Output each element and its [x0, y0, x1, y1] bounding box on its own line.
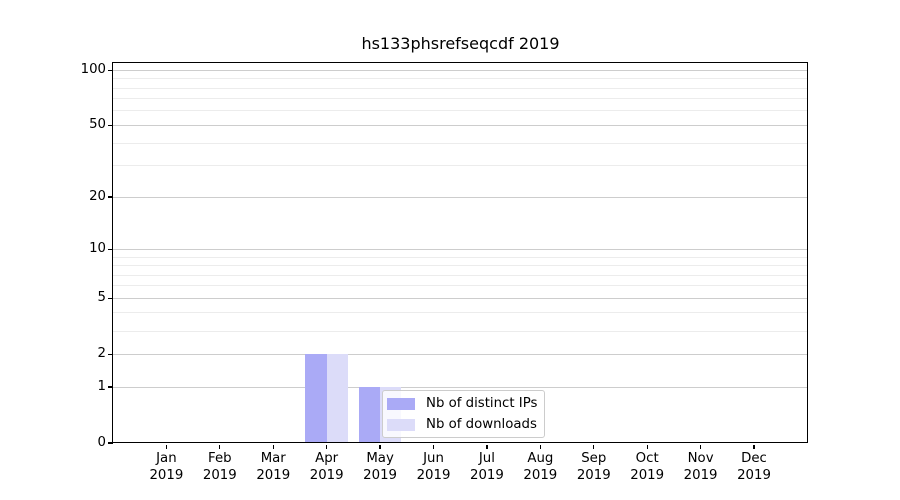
x-tick-mark	[753, 444, 755, 449]
x-tick-mark	[432, 444, 435, 449]
chart-title: hs133phsrefseqcdf 2019	[361, 34, 560, 53]
x-tick-label: Jul 2019	[447, 450, 527, 484]
x-tick-label: Apr 2019	[287, 450, 367, 484]
gridline-major	[113, 69, 808, 71]
gridline-minor	[113, 142, 808, 144]
x-tick-month: Mar	[260, 451, 286, 466]
y-tick-mark	[108, 248, 113, 250]
x-tick-year: 2019	[416, 468, 451, 483]
gridline-major	[113, 124, 808, 126]
x-tick-month: Oct	[635, 451, 659, 466]
gridline-minor	[113, 98, 808, 100]
x-tick-label: Oct 2019	[607, 450, 687, 484]
gridline-minor	[113, 285, 808, 287]
gridline-minor	[113, 312, 808, 314]
bar-downloads-apr	[326, 354, 349, 443]
y-tick-label: 5	[97, 290, 106, 306]
legend-item-downloads: Nb of downloads	[387, 416, 544, 432]
x-tick-month: Jun	[423, 451, 444, 466]
x-tick-year: 2019	[630, 468, 665, 483]
gridline-minor	[113, 87, 808, 89]
x-tick-year: 2019	[202, 468, 237, 483]
y-tick-label: 100	[80, 62, 106, 78]
x-tick-label: Nov 2019	[661, 450, 741, 484]
y-tick-mark	[108, 386, 113, 388]
y-tick-label: 10	[89, 241, 106, 257]
x-tick-year: 2019	[363, 468, 397, 483]
gridline-minor	[113, 78, 808, 80]
gridline-major	[113, 196, 808, 198]
bar-distinct-ips-apr	[305, 354, 327, 443]
x-tick-month: May	[366, 451, 394, 466]
x-tick-mark	[379, 444, 381, 449]
gridline-major	[113, 353, 808, 355]
legend: Nb of distinct IPs Nb of downloads	[382, 390, 545, 438]
bar-distinct-ips-may	[358, 387, 381, 443]
x-tick-month: Jul	[478, 451, 495, 466]
y-tick-label: 20	[89, 189, 106, 205]
x-tick-mark	[593, 444, 595, 449]
y-tick-mark	[108, 124, 113, 127]
x-tick-year: 2019	[256, 468, 291, 483]
x-tick-label: Sep 2019	[554, 450, 634, 484]
x-tick-mark	[486, 444, 488, 449]
x-tick-mark	[326, 444, 328, 449]
y-tick-mark	[108, 69, 113, 71]
x-tick-label: Feb 2019	[180, 450, 260, 484]
x-tick-month: Sep	[581, 451, 607, 466]
x-tick-year: 2019	[683, 468, 718, 483]
y-tick-label: 2	[97, 346, 106, 362]
legend-item-distinct-ips: Nb of distinct IPs	[387, 395, 544, 411]
x-tick-year: 2019	[576, 468, 611, 483]
x-tick-year: 2019	[737, 468, 771, 483]
x-tick-mark	[539, 444, 541, 449]
gridline-minor	[113, 330, 808, 332]
x-tick-label: May 2019	[340, 450, 420, 484]
x-tick-mark	[165, 444, 168, 449]
gridline-major	[113, 386, 808, 388]
x-tick-label: Dec 2019	[714, 450, 794, 484]
x-tick-label: Jun 2019	[394, 450, 474, 484]
plot-area: Nb of distinct IPs Nb of downloads	[113, 63, 808, 443]
x-tick-label: Jan 2019	[126, 450, 206, 484]
x-tick-month: Aug	[527, 451, 554, 466]
gridline-minor	[113, 274, 808, 276]
gridline-major	[113, 248, 808, 250]
legend-swatch-downloads	[387, 418, 415, 431]
x-tick-month: Feb	[208, 451, 232, 466]
x-tick-year: 2019	[469, 468, 504, 483]
x-tick-month: Jan	[156, 451, 177, 466]
legend-label-distinct-ips: Nb of distinct IPs	[426, 395, 538, 411]
y-tick-mark	[108, 196, 113, 198]
gridline-minor	[113, 165, 808, 167]
y-tick-label: 0	[97, 435, 106, 450]
y-tick-mark	[108, 297, 113, 299]
x-tick-label: Aug 2019	[500, 450, 580, 484]
x-tick-mark	[646, 444, 648, 449]
legend-label-downloads: Nb of downloads	[426, 416, 537, 432]
x-tick-year: 2019	[523, 468, 558, 483]
x-tick-mark	[219, 444, 221, 449]
x-tick-label: Mar 2019	[233, 450, 313, 484]
y-tick-label: 50	[89, 117, 106, 133]
x-tick-month: Nov	[687, 451, 714, 466]
y-tick-mark	[108, 442, 113, 444]
gridline-minor	[113, 265, 808, 266]
x-tick-month: Apr	[315, 451, 339, 466]
x-tick-mark	[272, 444, 274, 449]
x-tick-month: Dec	[741, 451, 767, 466]
x-tick-year: 2019	[149, 468, 184, 483]
legend-swatch-distinct-ips	[387, 397, 415, 410]
gridline-major	[113, 297, 808, 299]
y-tick-mark	[108, 353, 113, 355]
y-tick-label: 1	[97, 379, 106, 394]
gridline-minor	[113, 256, 808, 258]
x-tick-mark	[699, 444, 702, 449]
x-tick-year: 2019	[309, 468, 344, 483]
gridline-minor	[113, 110, 808, 112]
